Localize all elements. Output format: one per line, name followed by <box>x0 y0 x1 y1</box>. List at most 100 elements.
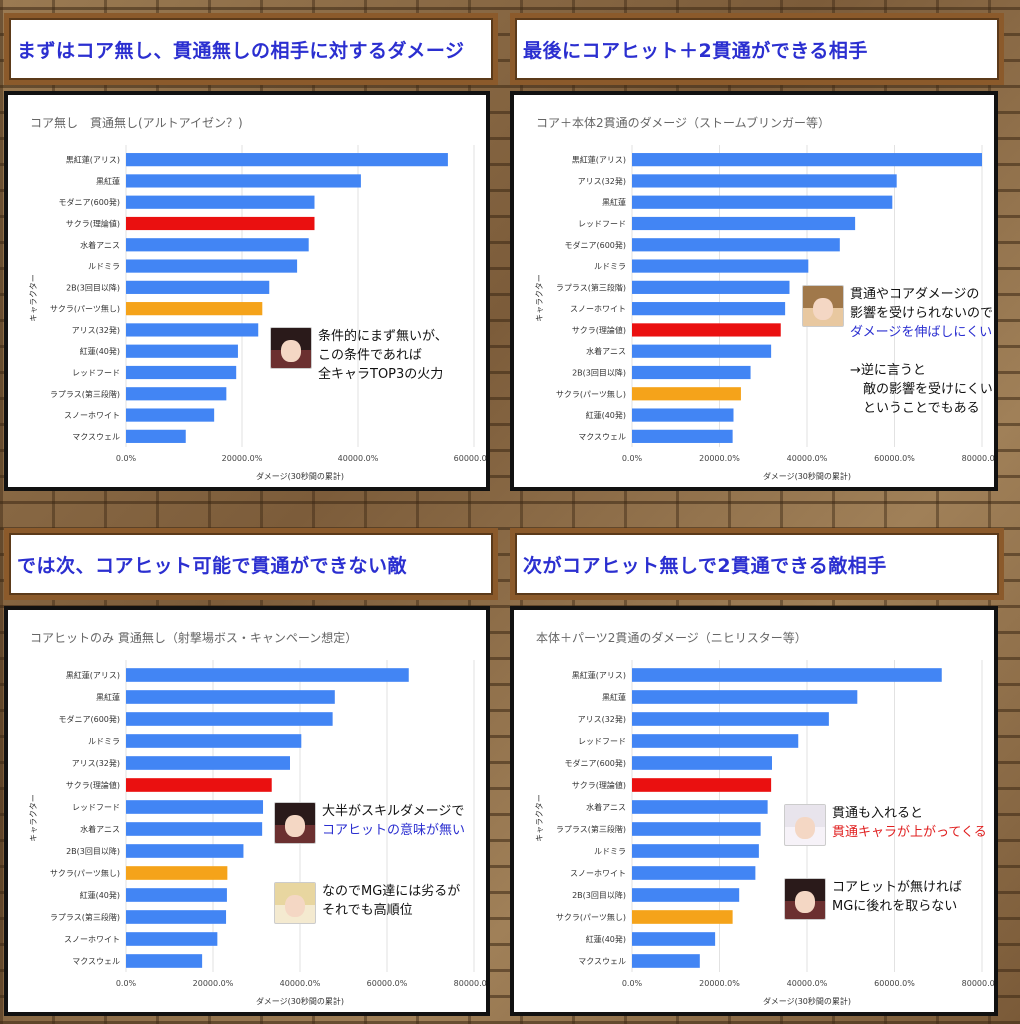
tick-label: 0.0% <box>116 454 137 463</box>
bar <box>126 800 264 814</box>
category-label: サクラ(パーツ無し) <box>556 912 626 922</box>
bar <box>632 712 829 726</box>
dark-hair-character-icon <box>784 878 826 920</box>
banner-top-left: まずはコア無し、貫通無しの相手に対するダメージ <box>4 13 498 85</box>
bar <box>126 932 218 946</box>
bar <box>632 932 716 946</box>
callout-line: 貫通キャラが上がってくる <box>832 825 987 840</box>
bar <box>126 734 302 748</box>
bar <box>126 866 228 880</box>
bar <box>126 888 227 902</box>
callout-line: コアヒットの意味が無い <box>322 823 466 838</box>
x-axis-label: ダメージ(30秒間の累計) <box>256 471 344 481</box>
callout-line: 影響を受けられないので <box>850 306 994 321</box>
category-label: スノーホワイト <box>64 411 120 420</box>
x-axis-label: ダメージ(30秒間の累計) <box>763 996 851 1006</box>
tick-label: 40000.0% <box>787 454 828 463</box>
banner-top-right: 最後にコアヒット＋2貫通ができる相手 <box>510 13 1004 85</box>
bar <box>632 690 858 704</box>
category-label: 水着アニス <box>586 346 626 356</box>
callout-text: 条件的にまず無いが、 この条件であれば 全キャラTOP3の火力 <box>318 327 448 384</box>
bar <box>126 174 361 188</box>
category-label: スノーホワイト <box>570 305 626 314</box>
category-label: 2B(3回目以降) <box>572 368 626 378</box>
category-label: 黒紅蓮 <box>96 176 120 186</box>
callout-line: 条件的にまず無いが、 <box>318 329 448 344</box>
tick-label: 20000.0% <box>193 979 234 988</box>
bar <box>632 844 759 858</box>
tick-label: 40000.0% <box>787 979 828 988</box>
tick-label: 60000.0% <box>367 979 408 988</box>
bar <box>632 910 733 924</box>
tick-label: 20000.0% <box>699 454 740 463</box>
tick-label: 60000.0% <box>454 454 486 463</box>
category-label: サクラ(理論値) <box>66 219 120 229</box>
chart-panel-top-left: コア無し 貫通無し(アルトアイゼン？) 0.0% 20000.0% 40000.0% 6… <box>4 91 490 491</box>
category-label: ラプラス(第三段階) <box>556 282 626 292</box>
bar <box>126 153 448 167</box>
category-label: 黒紅蓮(アリス) <box>66 670 120 680</box>
chart-svg-bottom-right: 本体＋パーツ2貫通のダメージ（ニヒリスター等） 0.0% 20000.0% 40000… <box>535 630 994 1006</box>
bar <box>632 259 809 273</box>
category-label: モダニア(600発) <box>564 240 626 250</box>
dark-hair-character-icon <box>270 327 312 369</box>
bar <box>126 822 263 836</box>
tick-label: 80000.0% <box>962 979 994 988</box>
bar <box>632 668 942 682</box>
chart-svg-bottom-left: コアヒットのみ 貫通無し（射撃場ボス・キャンペーン想定） 0.0% 20000.0%… <box>29 630 486 1006</box>
category-label: 2B(3回目以降) <box>572 890 626 900</box>
bar <box>126 259 298 273</box>
category-label: アリス(32発) <box>578 177 626 186</box>
bar <box>632 822 761 836</box>
category-label: ルドミラ <box>88 262 120 271</box>
category-label: スノーホワイト <box>64 935 120 944</box>
category-label: 黒紅蓮(アリス) <box>572 155 626 165</box>
category-label: ルドミラ <box>594 262 626 271</box>
callout-line: この条件であれば <box>318 348 422 363</box>
x-axis-label: ダメージ(30秒間の累計) <box>256 996 344 1006</box>
category-label: 2B(3回目以降) <box>66 846 120 856</box>
category-label: ルドミラ <box>88 737 120 746</box>
brown-hair-character-icon <box>802 285 844 327</box>
bar <box>126 408 215 422</box>
callout-line: ということでもある <box>850 401 980 416</box>
chart-svg-top-right: コア＋本体2貫通のダメージ（ストームブリンガー等） 0.0% 20000.0% 400… <box>535 115 994 481</box>
callout-bottom-right-2: コアヒットが無ければ MGに後れを取らない <box>784 878 962 920</box>
bar <box>632 756 772 770</box>
category-label: 水着アニス <box>586 802 626 812</box>
tick-label: 80000.0% <box>962 454 994 463</box>
x-axis-label: ダメージ(30秒間の累計) <box>763 471 851 481</box>
chart-panel-top-right: コア＋本体2貫通のダメージ（ストームブリンガー等） 0.0% 20000.0% 400… <box>510 91 998 491</box>
blonde-character-icon <box>274 882 316 924</box>
chart-title: コアヒットのみ 貫通無し（射撃場ボス・キャンペーン想定） <box>30 630 357 645</box>
bar <box>632 153 982 167</box>
bar <box>632 778 772 792</box>
bar <box>632 302 786 316</box>
tick-label: 60000.0% <box>874 979 915 988</box>
tick-label: 80000.0% <box>454 979 486 988</box>
tick-label: 60000.0% <box>874 454 915 463</box>
bar <box>126 954 203 968</box>
category-label: サクラ(パーツ無し) <box>556 389 626 399</box>
bar <box>632 866 756 880</box>
callout-bottom-left-2: なのでMG達には劣るが それでも高順位 <box>274 882 460 924</box>
bar <box>126 365 237 380</box>
bar <box>126 344 238 358</box>
tick-label: 40000.0% <box>338 454 379 463</box>
white-hair-character-icon <box>784 804 826 846</box>
banner-title: 次がコアヒット無しで2貫通できる敵相手 <box>523 554 887 577</box>
bar <box>632 238 840 252</box>
bar <box>126 280 270 294</box>
category-label: アリス(32発) <box>72 759 120 768</box>
bar <box>126 712 333 726</box>
category-label: サクラ(理論値) <box>572 780 626 790</box>
chart-title: コア＋本体2貫通のダメージ（ストームブリンガー等） <box>536 115 830 130</box>
callout-line <box>850 342 993 361</box>
category-label: マクスウェル <box>72 432 120 441</box>
banner-title: 最後にコアヒット＋2貫通ができる相手 <box>523 39 868 62</box>
banner-bottom-left: では次、コアヒット可能で貫通ができない敵 <box>4 528 498 600</box>
callout-text: なのでMG達には劣るが それでも高順位 <box>322 882 460 920</box>
y-axis-label: キャラクター <box>29 274 38 322</box>
callout-bottom-right-1: 貫通も入れると 貫通キャラが上がってくる <box>784 804 987 846</box>
y-axis-label: キャラクター <box>535 794 544 842</box>
